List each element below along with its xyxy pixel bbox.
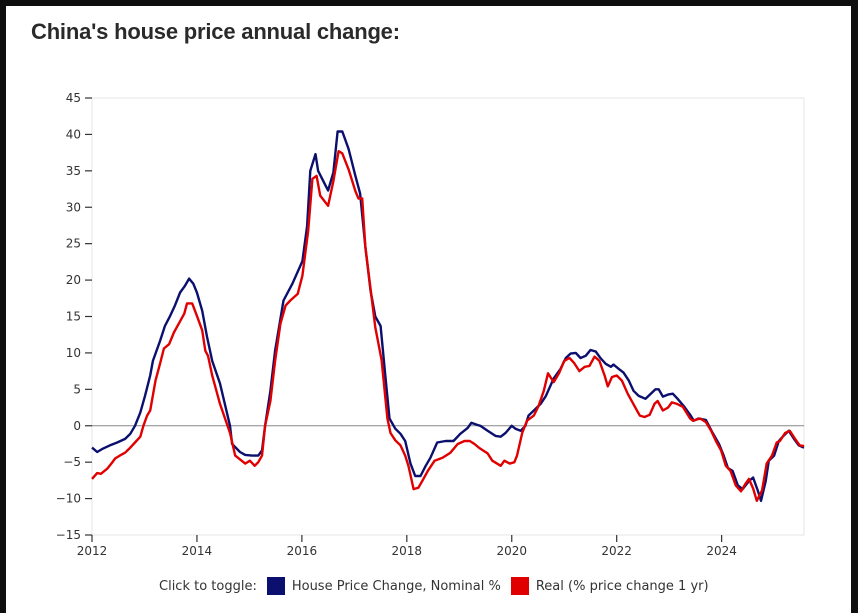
y-tick-label: 30 <box>66 200 81 214</box>
legend-lead-text: Click to toggle: <box>159 578 257 594</box>
x-tick-label: 2020 <box>496 544 527 558</box>
legend-label-nominal: House Price Change, Nominal % <box>291 578 501 594</box>
y-tick-label: 45 <box>66 91 81 105</box>
y-axis: 45 40 35 30 25 20 15 10 5 0 −5 −10 −15 <box>56 91 92 542</box>
y-tick-label: 0 <box>73 419 81 433</box>
series-line-real <box>91 150 805 502</box>
x-tick-label: 2022 <box>601 544 632 558</box>
x-tick-label: 2024 <box>706 544 737 558</box>
x-axis: 2012 2014 2016 2018 2020 2022 2024 <box>77 535 737 558</box>
y-tick-label: 10 <box>66 346 81 360</box>
legend-toggle-nominal[interactable]: House Price Change, Nominal % <box>266 577 501 595</box>
legend-label-real: Real (% price change 1 yr) <box>535 578 709 594</box>
y-tick-label: 35 <box>66 164 81 178</box>
y-tick-label: 15 <box>66 310 81 324</box>
y-tick-label: −10 <box>56 492 81 506</box>
legend: Click to toggle: House Price Change, Nom… <box>159 577 719 595</box>
series-layer <box>91 130 805 502</box>
y-tick-label: 25 <box>66 237 81 251</box>
chart-panel: China's house price annual change: <box>6 6 851 613</box>
plot-frame <box>91 97 805 536</box>
legend-swatch-nominal <box>266 577 285 595</box>
y-tick-label: −15 <box>56 528 81 542</box>
y-tick-label: 40 <box>66 127 81 141</box>
x-tick-label: 2016 <box>287 544 318 558</box>
x-tick-label: 2012 <box>77 544 108 558</box>
series-line-nominal <box>91 130 805 502</box>
x-tick-label: 2018 <box>392 544 423 558</box>
y-tick-label: 20 <box>66 273 81 287</box>
legend-toggle-real[interactable]: Real (% price change 1 yr) <box>510 577 709 595</box>
y-tick-label: 5 <box>73 382 81 396</box>
chart-title: China's house price annual change: <box>31 19 400 44</box>
x-tick-label: 2014 <box>182 544 213 558</box>
y-tick-label: −5 <box>63 455 81 469</box>
legend-swatch-real <box>510 577 529 595</box>
